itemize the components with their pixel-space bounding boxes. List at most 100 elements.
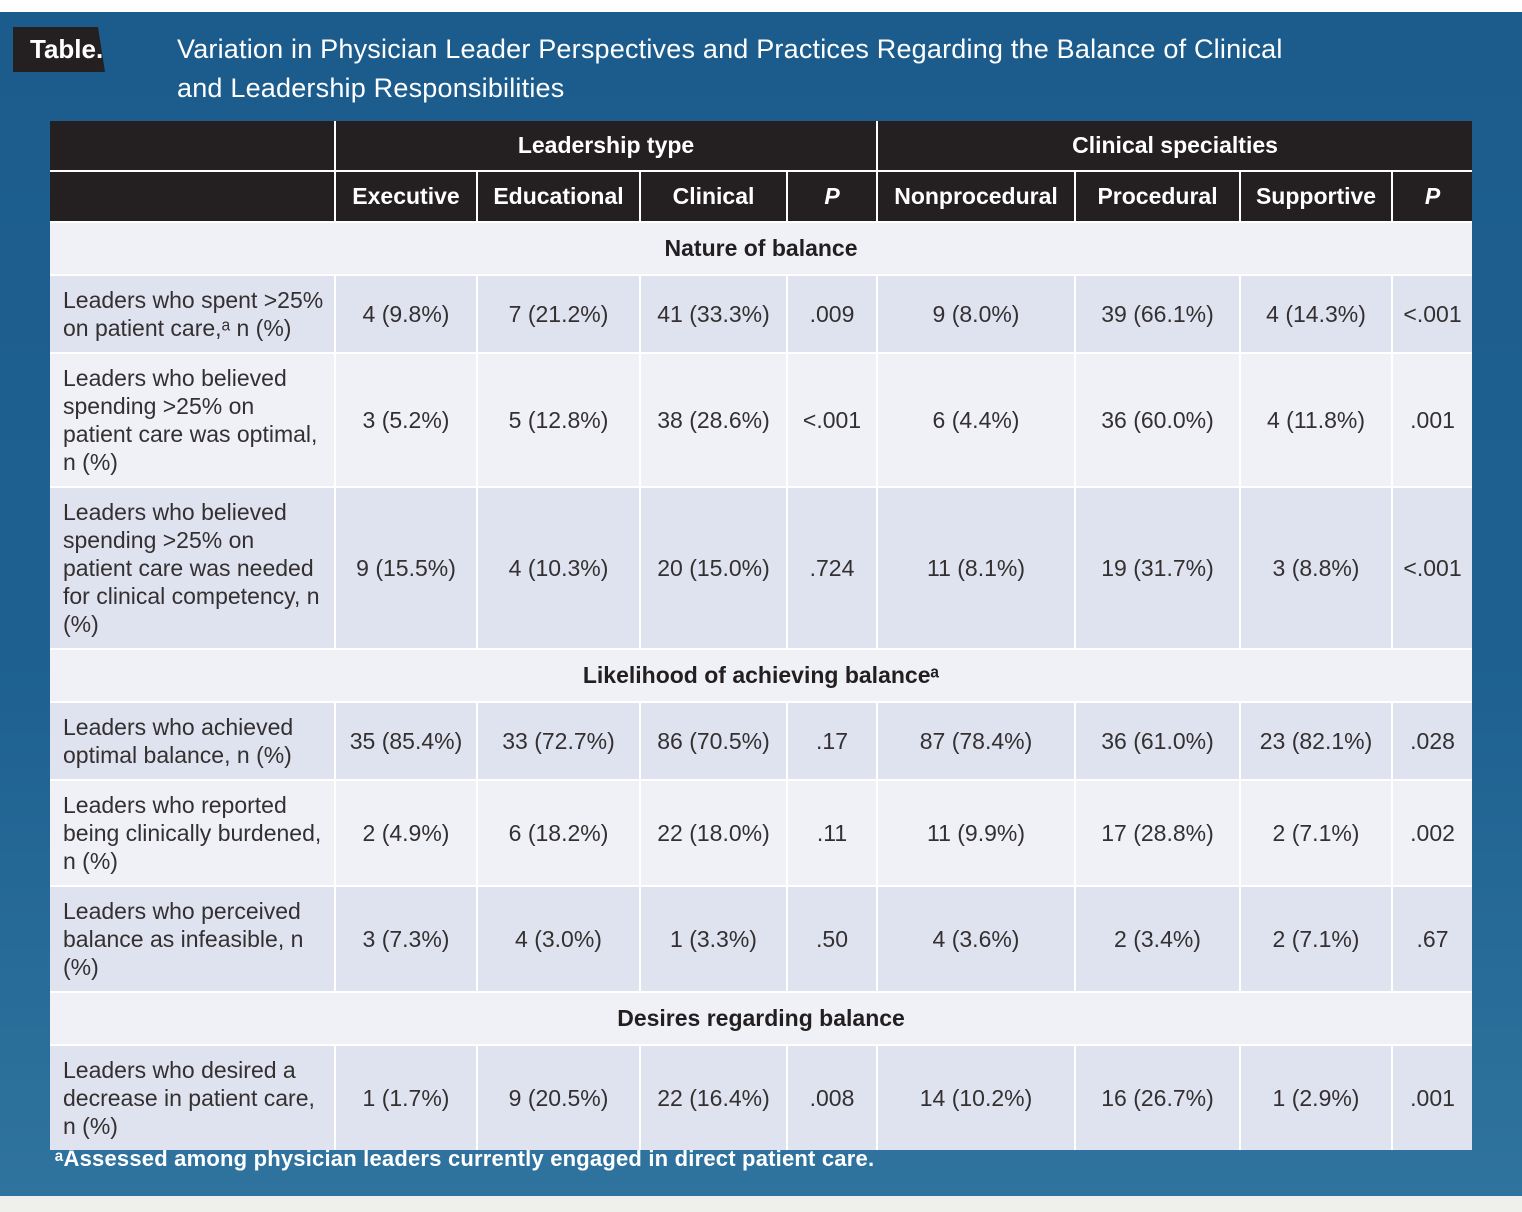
- column-header-nonprocedural: Nonprocedural: [877, 171, 1077, 223]
- table-cell: 1 (3.3%): [640, 886, 788, 993]
- table-cell: 3 (7.3%): [335, 886, 478, 993]
- table-cell: 35 (85.4%): [335, 702, 478, 781]
- table-cell: 4 (14.3%): [1240, 275, 1394, 354]
- table-cell: 87 (78.4%): [877, 702, 1077, 781]
- table-body: Nature of balance Leaders who spent >25% …: [50, 222, 1473, 1150]
- table-cell: 33 (72.7%): [477, 702, 641, 781]
- row-label-column-header: [50, 171, 336, 223]
- row-label: Leaders who reported being clinically bu…: [50, 780, 336, 887]
- table-cell: 7 (21.2%): [477, 275, 641, 354]
- table-cell: 6 (4.4%): [877, 353, 1077, 488]
- table-cell: 41 (33.3%): [640, 275, 788, 354]
- table-cell: .009: [787, 275, 879, 354]
- table-cell: 38 (28.6%): [640, 353, 788, 488]
- table-cell: 20 (15.0%): [640, 487, 788, 650]
- table-cell: 14 (10.2%): [877, 1045, 1077, 1150]
- table-head: Leadership type Clinical specialties Execu…: [50, 121, 1473, 223]
- table-cell: 4 (3.6%): [877, 886, 1077, 993]
- table-cell: 2 (3.4%): [1075, 886, 1242, 993]
- table-cell: 3 (8.8%): [1240, 487, 1394, 650]
- table-row: Leaders who spent >25% on patient care,ᵃ…: [50, 275, 1473, 354]
- table-cell: 16 (26.7%): [1075, 1045, 1242, 1150]
- table-cell: 23 (82.1%): [1240, 702, 1394, 781]
- table-cell: 39 (66.1%): [1075, 275, 1242, 354]
- section-header-row: Desires regarding balance: [50, 992, 1473, 1046]
- table-cell: .11: [787, 780, 879, 887]
- table-cell: 1 (1.7%): [335, 1045, 478, 1150]
- column-header-supportive: Supportive: [1240, 171, 1394, 223]
- table-cell: 4 (9.8%): [335, 275, 478, 354]
- table-cell: 9 (15.5%): [335, 487, 478, 650]
- table-container: Leadership type Clinical specialties Execu…: [50, 121, 1473, 1150]
- table-cell: 22 (18.0%): [640, 780, 788, 887]
- table-cell: 6 (18.2%): [477, 780, 641, 887]
- table-cell: 11 (8.1%): [877, 487, 1077, 650]
- table-cell: 3 (5.2%): [335, 353, 478, 488]
- table-cell: .002: [1392, 780, 1473, 887]
- row-label: Leaders who believed spending >25% on pa…: [50, 487, 336, 650]
- table-cell: 2 (4.9%): [335, 780, 478, 887]
- row-label: Leaders who desired a decrease in patien…: [50, 1045, 336, 1150]
- section-header-row: Likelihood of achieving balanceᵃ: [50, 649, 1473, 703]
- table-tag-label: Table.: [30, 34, 104, 64]
- table-cell: 2 (7.1%): [1240, 780, 1394, 887]
- table-title: Variation in Physician Leader Perspectiv…: [177, 34, 1283, 103]
- table-cell: 4 (11.8%): [1240, 353, 1394, 488]
- table-cell: 86 (70.5%): [640, 702, 788, 781]
- table-cell: <.001: [1392, 487, 1473, 650]
- column-header-p: P: [787, 171, 879, 223]
- table-cell: .028: [1392, 702, 1473, 781]
- table-cell: 9 (8.0%): [877, 275, 1077, 354]
- table-cell: .001: [1392, 353, 1473, 488]
- table-tag: Table.: [13, 27, 105, 72]
- column-header-executive: Executive: [335, 171, 478, 223]
- bottom-strip: [0, 1196, 1522, 1212]
- table-cell: <.001: [787, 353, 879, 488]
- table-cell: 5 (12.8%): [477, 353, 641, 488]
- column-header-procedural: Procedural: [1075, 171, 1242, 223]
- table-cell: .724: [787, 487, 879, 650]
- section-header-desires-regarding-balance: Desires regarding balance: [50, 992, 1473, 1046]
- table-cell: 1 (2.9%): [1240, 1045, 1394, 1150]
- section-header-row: Nature of balance: [50, 222, 1473, 276]
- data-table: Leadership type Clinical specialties Execu…: [50, 121, 1473, 1150]
- table-cell: 36 (60.0%): [1075, 353, 1242, 488]
- corner-header: [50, 121, 336, 172]
- group-header-row: Leadership type Clinical specialties: [50, 121, 1473, 172]
- table-cell: 36 (61.0%): [1075, 702, 1242, 781]
- top-strip: [0, 0, 1522, 12]
- group-header-clinical-specialties: Clinical specialties: [877, 121, 1473, 172]
- table-cell: 19 (31.7%): [1075, 487, 1242, 650]
- row-label: Leaders who spent >25% on patient care,ᵃ…: [50, 275, 336, 354]
- table-cell: 11 (9.9%): [877, 780, 1077, 887]
- table-row: Leaders who desired a decrease in patien…: [50, 1045, 1473, 1150]
- section-header-likelihood-of-achieving-balance: Likelihood of achieving balanceᵃ: [50, 649, 1473, 703]
- table-cell: .17: [787, 702, 879, 781]
- table-cell: <.001: [1392, 275, 1473, 354]
- row-label: Leaders who believed spending >25% on pa…: [50, 353, 336, 488]
- table-row: Leaders who reported being clinically bu…: [50, 780, 1473, 887]
- row-label: Leaders who perceived balance as infeasi…: [50, 886, 336, 993]
- row-label: Leaders who achieved optimal balance, n …: [50, 702, 336, 781]
- table-row: Leaders who perceived balance as infeasi…: [50, 886, 1473, 993]
- table-cell: 22 (16.4%): [640, 1045, 788, 1150]
- column-header-p: P: [1392, 171, 1473, 223]
- table-footnote: ᵃAssessed among physician leaders curren…: [55, 1146, 875, 1171]
- table-cell: .001: [1392, 1045, 1473, 1150]
- group-header-leadership-type: Leadership type: [335, 121, 879, 172]
- table-row: Leaders who believed spending >25% on pa…: [50, 487, 1473, 650]
- table-cell: .50: [787, 886, 879, 993]
- column-header-educational: Educational: [477, 171, 641, 223]
- table-cell: 2 (7.1%): [1240, 886, 1394, 993]
- table-cell: 4 (10.3%): [477, 487, 641, 650]
- table-row: Leaders who believed spending >25% on pa…: [50, 353, 1473, 488]
- column-header-row: Executive Educational Clinical P Nonprocedur…: [50, 171, 1473, 223]
- column-header-clinical: Clinical: [640, 171, 788, 223]
- table-cell: 17 (28.8%): [1075, 780, 1242, 887]
- table-cell: 9 (20.5%): [477, 1045, 641, 1150]
- table-cell: 4 (3.0%): [477, 886, 641, 993]
- section-header-nature-of-balance: Nature of balance: [50, 222, 1473, 276]
- table-cell: .67: [1392, 886, 1473, 993]
- table-row: Leaders who achieved optimal balance, n …: [50, 702, 1473, 781]
- table-cell: .008: [787, 1045, 879, 1150]
